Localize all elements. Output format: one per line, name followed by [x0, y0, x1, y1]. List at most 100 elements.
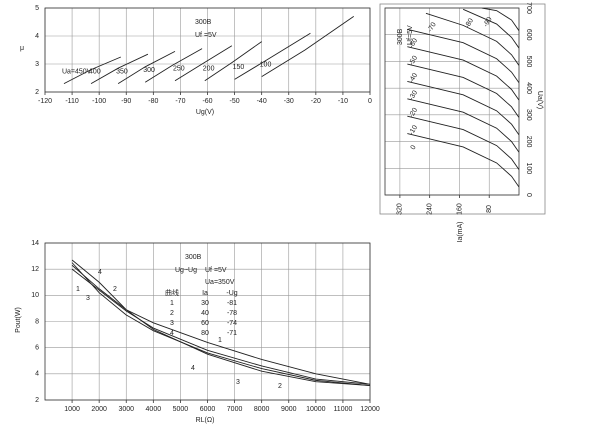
- table-cell: 4: [170, 330, 174, 337]
- table-cell: 2: [170, 310, 174, 317]
- y-tick-label: 600: [525, 29, 532, 41]
- y-tick-label: 3: [35, 61, 39, 68]
- table-header: -Ug: [226, 290, 237, 297]
- curve: [71, 264, 370, 385]
- y-tick-label: 300: [525, 109, 532, 121]
- x-tick-label: 9000: [281, 406, 297, 413]
- y-tick-label: 6: [35, 345, 39, 352]
- series-group: [71, 259, 370, 387]
- curve: [174, 45, 233, 82]
- x-tick-label: -70: [175, 98, 185, 105]
- annotation: Ua=350V: [205, 279, 235, 286]
- annotation: 300B: [185, 254, 202, 261]
- curve: [407, 46, 519, 101]
- y-tick-label: 100: [525, 162, 532, 174]
- y-tick-label: 200: [525, 136, 532, 148]
- curve-label: 3: [86, 295, 90, 302]
- table-cell: 1: [170, 300, 174, 307]
- x-tick-label: -60: [202, 98, 212, 105]
- curve: [407, 133, 519, 188]
- x-tick-label: 0: [368, 98, 372, 105]
- curve-label: 3: [236, 379, 240, 386]
- curve: [144, 48, 203, 83]
- x-tick-label: 11000: [333, 406, 352, 413]
- x-tick-label: 1000: [64, 406, 80, 413]
- curve: [261, 16, 355, 77]
- y-tick-label: 14: [31, 240, 39, 247]
- series-group: [63, 16, 355, 84]
- curve: [407, 115, 519, 170]
- curve-label: 1: [76, 286, 80, 293]
- curve-label: 4: [98, 269, 102, 276]
- x-tick-label: 320: [397, 203, 404, 215]
- annotation: Uf =5V: [195, 32, 217, 39]
- curve-label: -30: [408, 89, 419, 101]
- curve-label: 2: [113, 286, 117, 293]
- y-tick-label: 10: [31, 292, 39, 299]
- x-tick-label: 8000: [254, 406, 270, 413]
- panel-frame: [379, 3, 546, 215]
- plot-frame: [384, 7, 520, 196]
- curve-label: -80: [464, 17, 475, 29]
- x-tick-label: -80: [148, 98, 158, 105]
- curve: [117, 51, 176, 84]
- y-tick-label: 4: [35, 371, 39, 378]
- curve: [90, 53, 149, 84]
- x-tick-label: -90: [121, 98, 131, 105]
- table-cell: 80: [201, 330, 209, 337]
- table-cell: -71: [227, 330, 237, 337]
- curve-label: -70: [427, 21, 438, 33]
- x-tick-label: 2000: [91, 406, 107, 413]
- x-tick-label: 160: [456, 203, 463, 215]
- annotation: 300B: [397, 28, 404, 45]
- y-tick-label: 5: [35, 5, 39, 12]
- curve-label: 0: [410, 144, 418, 151]
- series-group: [407, 8, 519, 188]
- curve-label: -40: [408, 72, 419, 84]
- curve: [407, 98, 519, 153]
- y-tick-label: 4: [35, 33, 39, 40]
- plot-frame: [44, 242, 371, 401]
- table-header: Ia: [202, 290, 208, 297]
- chart: 1000 2000 3000 4000 5000 6000 7000 8000 9000 1000…: [15, 240, 380, 424]
- y-tick-label: 2: [35, 89, 39, 96]
- curve-label: 350: [116, 68, 128, 75]
- curve: [71, 259, 370, 387]
- curve-label: -10: [408, 124, 419, 136]
- curve: [234, 32, 311, 80]
- x-tick-label: -110: [65, 98, 79, 105]
- x-tick-label: 6000: [200, 406, 216, 413]
- x-axis-label: Ia(mA): [457, 222, 464, 243]
- curve: [407, 28, 519, 84]
- table-header: 曲线: [165, 288, 179, 297]
- table-cell: 60: [201, 320, 209, 327]
- curve-label: -20: [408, 107, 419, 119]
- x-tick-label: -10: [338, 98, 348, 105]
- plot-frame: [44, 7, 371, 93]
- x-axis-label: RL(Ω): [196, 417, 215, 424]
- x-tick-label: 12000: [360, 406, 380, 413]
- y-axis-label: μ: [20, 45, 24, 52]
- y-tick-label: 400: [525, 82, 532, 94]
- curve-label: 4: [191, 365, 195, 372]
- curve-label: 300: [143, 67, 155, 74]
- y-tick-label: 0: [525, 193, 532, 197]
- table-cell: -74: [227, 320, 237, 327]
- y-tick-label: 8: [35, 318, 39, 325]
- table-cell: -78: [227, 310, 237, 317]
- y-axis-label: Pout(W): [15, 307, 22, 333]
- table-cell: 30: [201, 300, 209, 307]
- y-axis-label: Ua(V): [536, 91, 543, 109]
- table-cell: -81: [227, 300, 237, 307]
- annotation: 300B: [195, 19, 212, 26]
- x-tick-label: 240: [427, 203, 434, 215]
- x-tick-label: -30: [284, 98, 294, 105]
- curve-label: 100: [260, 61, 272, 68]
- curve-label: 2: [278, 383, 282, 390]
- y-tick-label: 2: [35, 397, 39, 404]
- chart: 320 240 160 80 0 100 200 300 400 500 600 700 Ia(mA) U…: [384, 2, 543, 243]
- curve-label: 400: [89, 68, 101, 75]
- x-tick-label: -100: [92, 98, 106, 105]
